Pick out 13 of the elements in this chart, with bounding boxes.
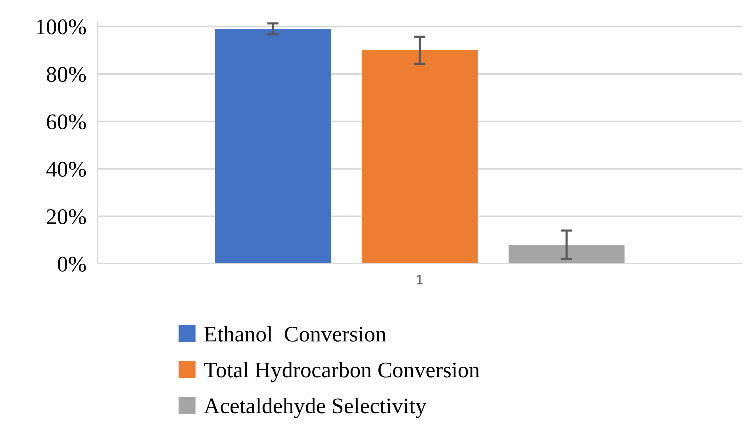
y-tick-label: 0%	[58, 256, 86, 272]
y-tick-label: 40%	[46, 162, 86, 178]
y-tick-label: 20%	[47, 209, 86, 225]
bar	[362, 50, 478, 264]
y-tick-label: 60%	[47, 114, 86, 130]
legend-label: Total Hydrocarbon Conversion	[204, 362, 480, 382]
legend-label: Ethanol Conversion	[204, 326, 386, 342]
bar	[508, 245, 625, 264]
legend-label: Acetaldehyde Selectivity	[204, 398, 427, 418]
y-tick-label: 100%	[37, 20, 86, 35]
bar	[215, 29, 332, 264]
x-tick-label: 1	[417, 275, 423, 285]
y-tick-label: 80%	[47, 67, 86, 82]
